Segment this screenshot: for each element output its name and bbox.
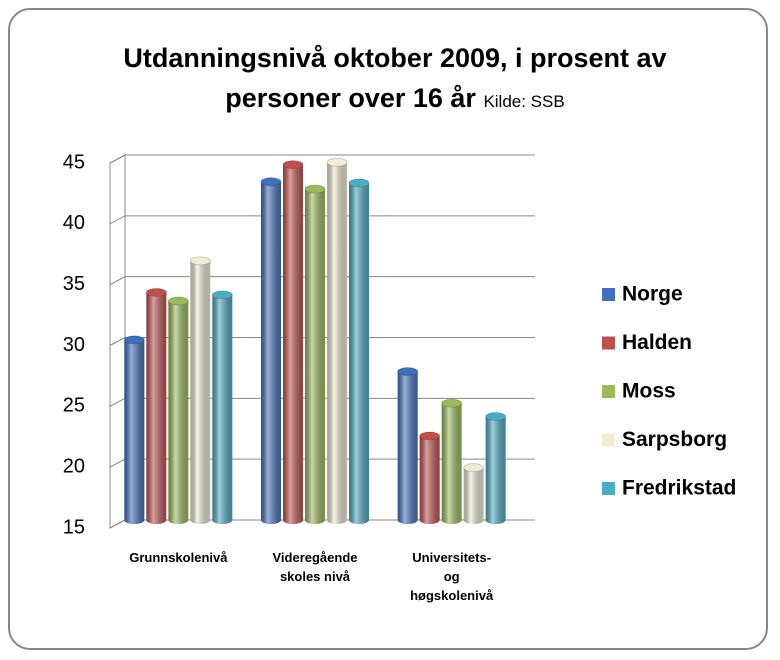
- chart-frame: [8, 8, 768, 650]
- bar-top: [463, 463, 485, 473]
- bar-highlight: [212, 290, 233, 524]
- bar-highlight: [190, 256, 211, 524]
- legend-label: Halden: [622, 331, 692, 354]
- legend-swatch: [602, 288, 615, 301]
- legend-label: Fredrikstad: [622, 477, 736, 500]
- y-tick-label: 45: [63, 151, 85, 173]
- legend-label: Sarpsborg: [622, 428, 727, 451]
- legend-label: Moss: [622, 380, 676, 403]
- x-tick-label: Universitets- og høgskolenivå: [410, 550, 494, 603]
- bar-top: [189, 256, 211, 266]
- bar-highlight: [146, 288, 167, 524]
- y-tick-label: 20: [63, 455, 85, 477]
- bar-top: [326, 157, 348, 167]
- bar-highlight: [261, 177, 281, 524]
- bar-highlight: [463, 463, 484, 524]
- bar-highlight: [485, 412, 506, 524]
- bar-highlight: [441, 399, 462, 524]
- bar-highlight: [168, 297, 189, 524]
- bar-top: [419, 431, 441, 441]
- bar-top: [167, 296, 189, 306]
- legend-swatch: [602, 385, 615, 398]
- bar-top: [260, 177, 282, 187]
- bar-top: [123, 335, 145, 345]
- bar-top: [485, 412, 507, 422]
- y-tick-label: 25: [63, 395, 85, 417]
- bar-top: [348, 178, 370, 188]
- bar-top: [304, 184, 326, 194]
- y-tick-label: 30: [63, 334, 85, 356]
- title-block: Utdanningsnivå oktober 2009, i prosent a…: [90, 38, 700, 122]
- bar-highlight: [124, 335, 145, 524]
- bar-highlight: [305, 185, 325, 525]
- bar-highlight: [327, 158, 347, 525]
- bar-highlight: [419, 432, 440, 524]
- grid-line: [109, 337, 535, 346]
- legend-label: Norge: [622, 283, 683, 306]
- bar-top: [397, 367, 419, 377]
- y-tick-label: 35: [63, 273, 85, 295]
- chart-title: Utdanningsnivå oktober 2009, i prosent a…: [123, 43, 667, 113]
- grid-line: [109, 276, 535, 286]
- grid-line: [109, 215, 535, 225]
- legend-swatch: [602, 336, 615, 350]
- bar-top: [211, 290, 233, 300]
- grid-line: [109, 154, 535, 164]
- y-tick-label: 40: [63, 212, 85, 234]
- y-tick-label: 15: [63, 516, 85, 538]
- x-tick-label: Videregående skoles nivå: [272, 550, 358, 584]
- bar-highlight: [349, 178, 369, 524]
- x-tick-label: Grunnskolenivå: [129, 550, 228, 565]
- bar-top: [145, 287, 167, 297]
- bar-top: [441, 398, 463, 408]
- bar-highlight: [397, 367, 418, 524]
- bar-highlight: [283, 160, 303, 524]
- bar-top: [282, 160, 304, 170]
- chart-subtitle: Kilde: SSB: [483, 92, 565, 111]
- legend-swatch: [602, 433, 615, 447]
- legend-swatch: [602, 482, 615, 495]
